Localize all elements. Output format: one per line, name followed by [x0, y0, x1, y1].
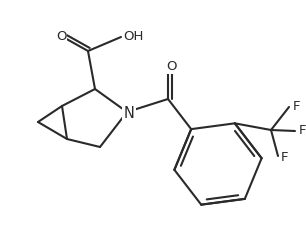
Text: N: N	[124, 106, 134, 121]
Text: F: F	[293, 100, 301, 113]
Text: O: O	[56, 30, 66, 43]
Text: OH: OH	[123, 30, 143, 43]
Text: F: F	[299, 124, 306, 137]
Text: O: O	[166, 60, 176, 73]
Text: F: F	[281, 151, 289, 164]
